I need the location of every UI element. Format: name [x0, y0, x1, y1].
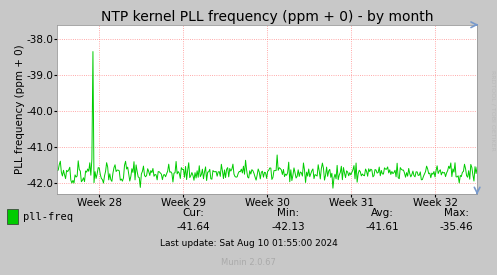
- Text: Munin 2.0.67: Munin 2.0.67: [221, 258, 276, 267]
- Text: Last update: Sat Aug 10 01:55:00 2024: Last update: Sat Aug 10 01:55:00 2024: [160, 239, 337, 248]
- Text: Avg:: Avg:: [371, 208, 394, 218]
- Text: Max:: Max:: [444, 208, 469, 218]
- Text: -35.46: -35.46: [439, 222, 473, 232]
- Text: RRDTOOL / TOBI OETIKER: RRDTOOL / TOBI OETIKER: [491, 70, 496, 150]
- Title: NTP kernel PLL frequency (ppm + 0) - by month: NTP kernel PLL frequency (ppm + 0) - by …: [101, 10, 433, 24]
- Text: -41.64: -41.64: [177, 222, 210, 232]
- Text: Min:: Min:: [277, 208, 299, 218]
- Text: pll-freq: pll-freq: [23, 211, 74, 222]
- Text: -42.13: -42.13: [271, 222, 305, 232]
- Text: Cur:: Cur:: [183, 208, 205, 218]
- Y-axis label: PLL frequency (ppm + 0): PLL frequency (ppm + 0): [15, 45, 25, 174]
- Text: -41.61: -41.61: [366, 222, 400, 232]
